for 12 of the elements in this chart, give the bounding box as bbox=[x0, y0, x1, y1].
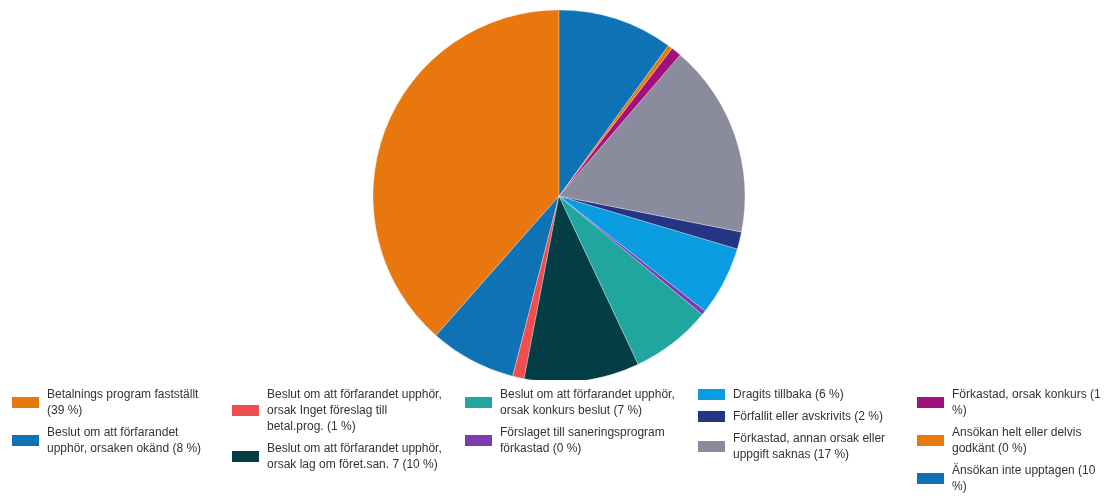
legend-label: Ansökan helt eller delvis godkänt (0 %) bbox=[952, 424, 1083, 456]
legend-label: Beslut om att förfarandet upphör, orsak lag om föret.san. 7 (10 %) bbox=[267, 440, 442, 472]
legend-label: Förslaget till saneringsprogram förkastad (0 %) bbox=[500, 424, 666, 456]
legend-label: Förkastad, annan orsak eller uppgift saknas (17 %) bbox=[733, 430, 887, 462]
legend-label: Änsökan inte upptagen (10 %) bbox=[952, 462, 1097, 494]
legend-label: Beslut om att förfarandet upphör, orsaken okänd (8 %) bbox=[47, 424, 203, 456]
legend-label: Beslut om att förfarandet upphör, orsak konkurs beslut (7 %) bbox=[500, 386, 675, 418]
legend-label: Dragits tillbaka (6 %) bbox=[733, 386, 844, 402]
legend-label: Förfallit eller avskrivits (2 %) bbox=[733, 408, 884, 424]
legend-label: Betalnings program fastställt (39 %) bbox=[47, 386, 200, 418]
legend-label: Beslut om att förfarandet upphör, orsak Inget föreslag till betal.prog. (1 %) bbox=[267, 386, 442, 434]
legend-label: Förkastad, orsak konkurs (1 %) bbox=[952, 386, 1102, 418]
